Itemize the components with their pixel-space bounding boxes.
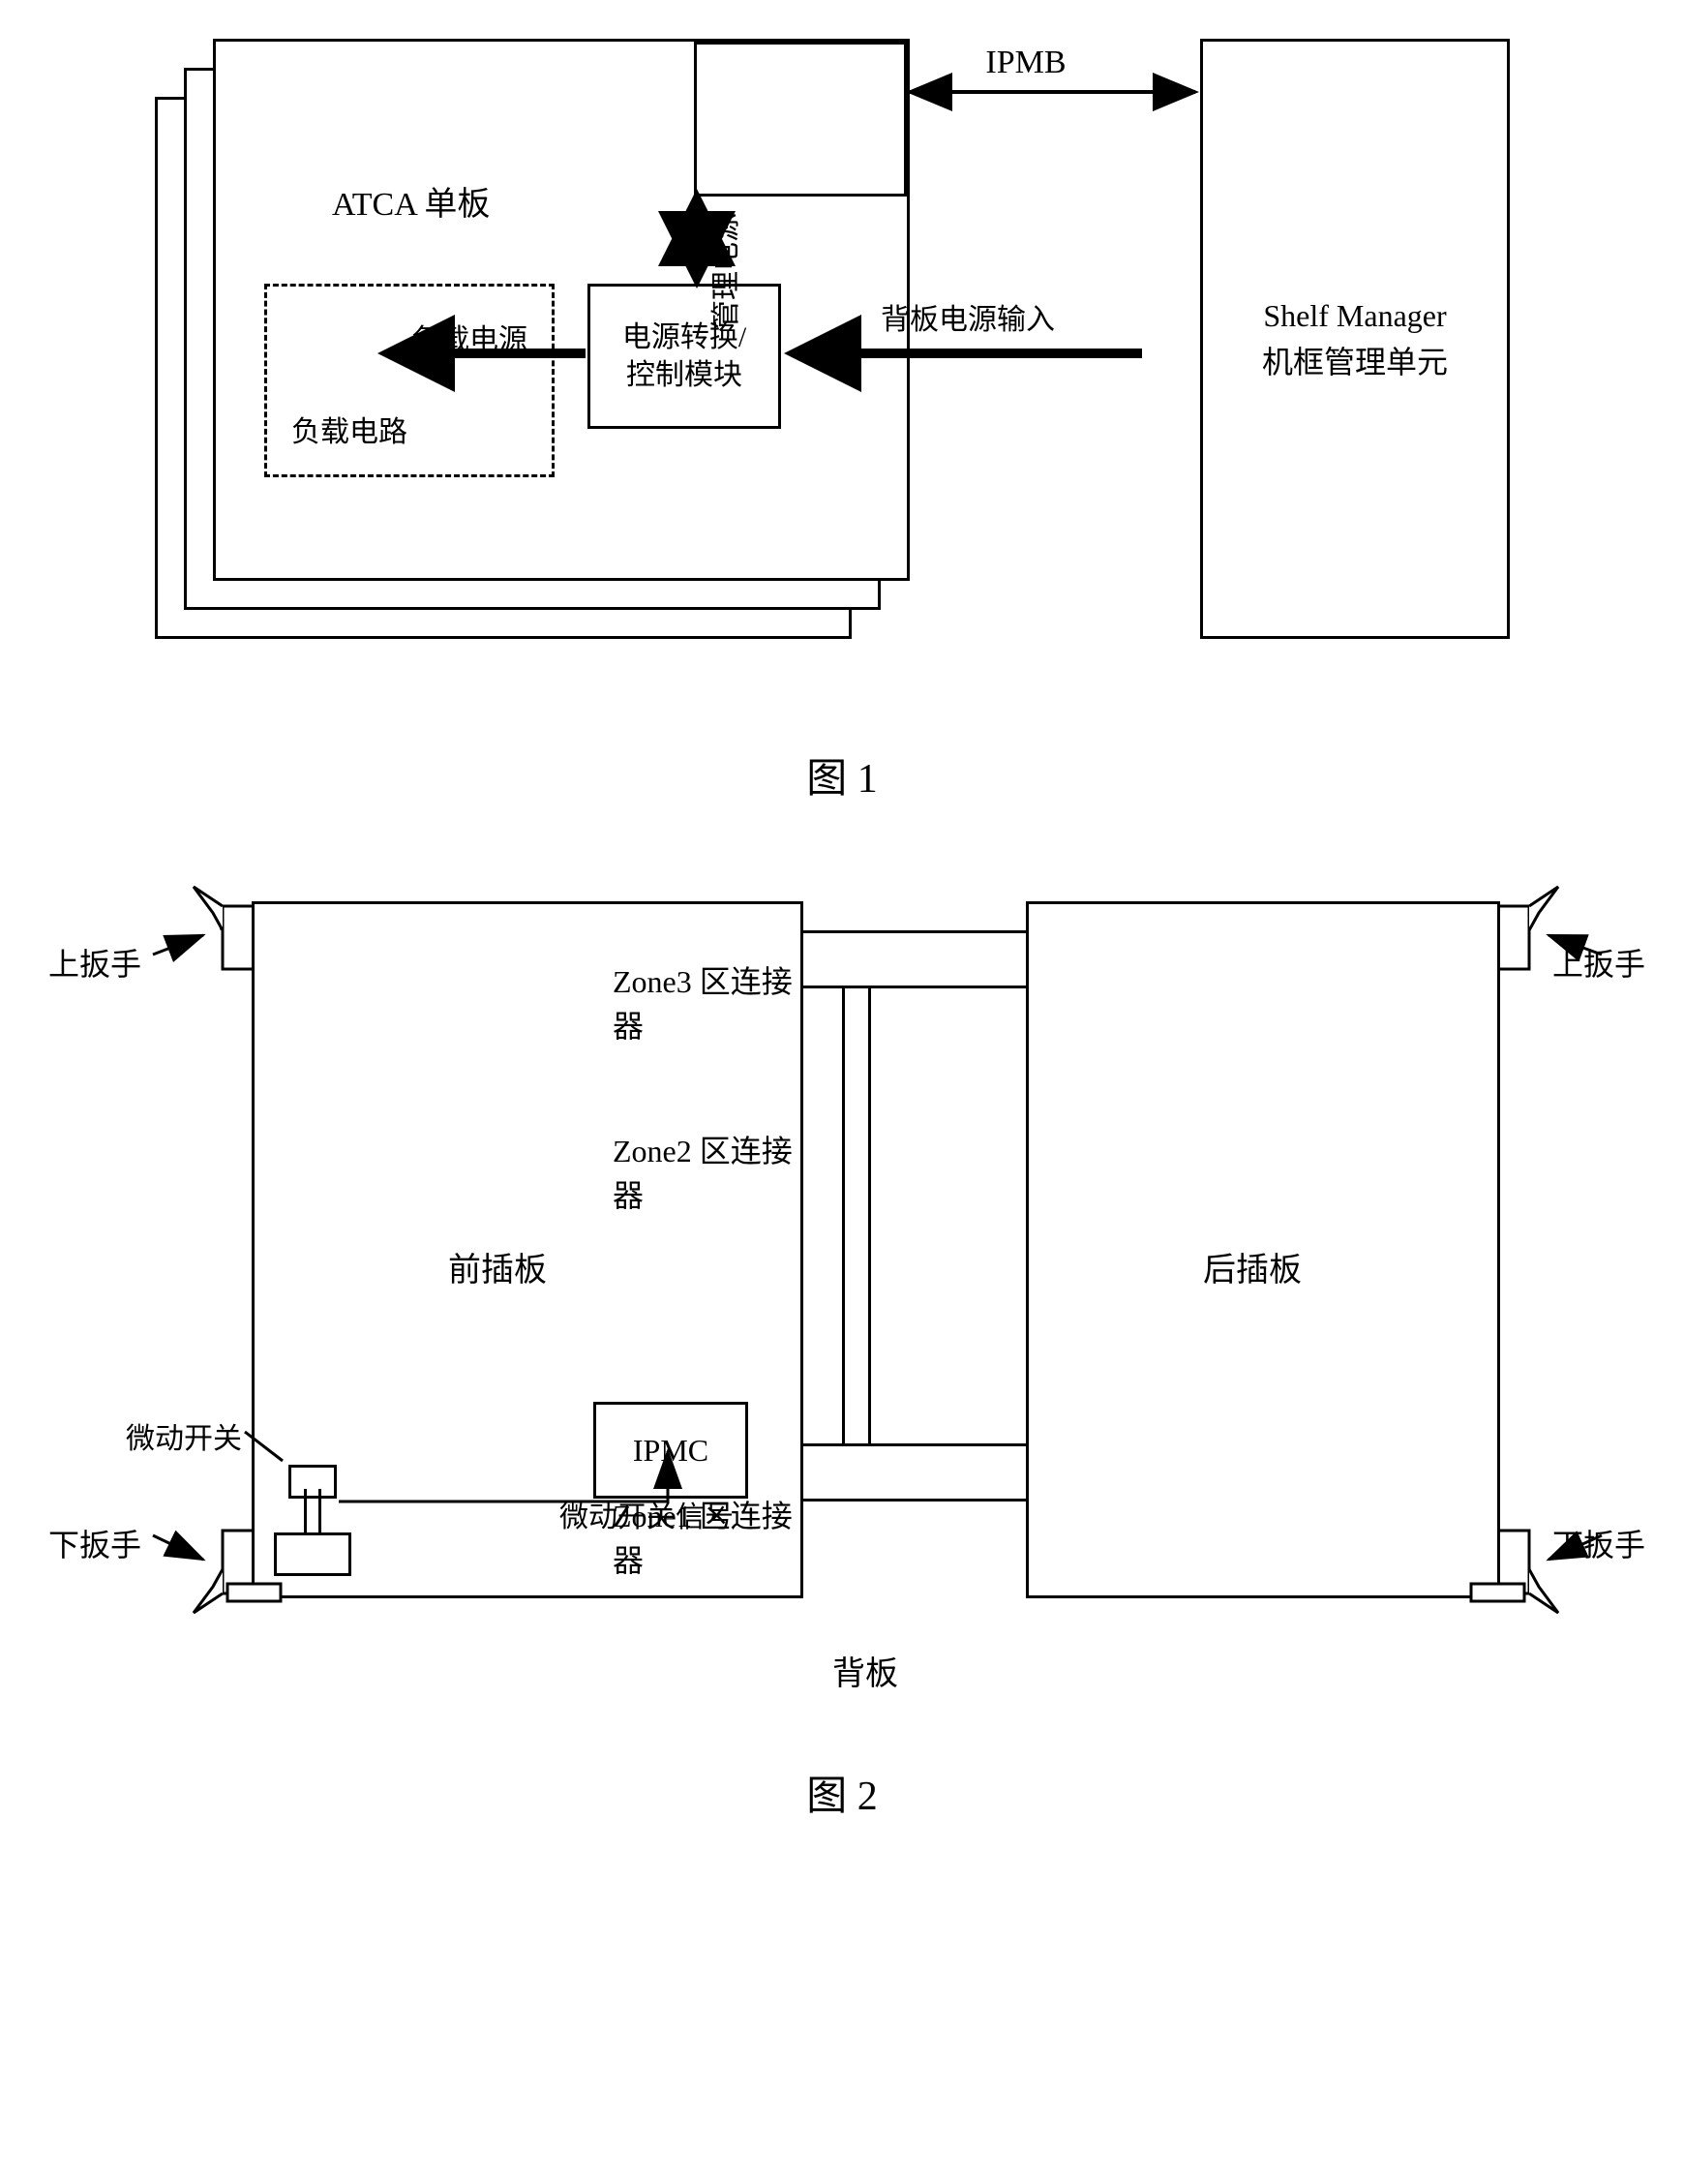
fig1-caption: 图 1 bbox=[39, 745, 1645, 804]
figure-1: ATCA 单板 电源转换/ 控制模块 负载电源 负载电路 Shelf Manag… bbox=[39, 39, 1645, 804]
shelf-manager-box: Shelf Manager 机框管理单元 bbox=[1200, 39, 1510, 639]
front-board: Zone3 区连接器 Zone2 区连接器 Zone1 区连接器 前插板 IPM… bbox=[252, 901, 803, 1598]
micro-switch-base bbox=[274, 1532, 351, 1576]
zone2-label: Zone2 区连接器 bbox=[613, 1127, 800, 1216]
ipmc-top-box bbox=[694, 42, 907, 197]
upper-handle-left-arrow bbox=[153, 935, 203, 955]
lower-handle-right-label: 下扳手 bbox=[1552, 1521, 1645, 1565]
lower-handle-left-label: 下扳手 bbox=[48, 1521, 141, 1565]
backplane-connector-top bbox=[803, 930, 1026, 988]
load-power-label: 负载电源 bbox=[411, 316, 527, 358]
load-circuit-label: 负载电路 bbox=[291, 408, 407, 450]
upper-handle-left-label: 上扳手 bbox=[48, 940, 141, 985]
micro-switch-label: 微动开关 bbox=[126, 1414, 242, 1457]
load-circuit-box: 负载电源 负载电路 bbox=[264, 284, 555, 477]
ipmc-box: IPMC bbox=[593, 1402, 748, 1499]
figure-2: Zone3 区连接器 Zone2 区连接器 Zone1 区连接器 前插板 IPM… bbox=[39, 863, 1645, 1822]
power-convert-module: 电源转换/ 控制模块 bbox=[587, 284, 781, 429]
atca-board-label: ATCA 单板 bbox=[332, 177, 490, 225]
zone3-label: Zone3 区连接器 bbox=[613, 957, 800, 1046]
fig2-caption: 图 2 bbox=[39, 1763, 1645, 1822]
upper-handle-right-icon bbox=[1500, 887, 1558, 969]
backplane-vertical bbox=[842, 988, 871, 1443]
backplane-connector-bot bbox=[803, 1443, 1026, 1502]
front-board-label: 前插板 bbox=[448, 1243, 547, 1290]
atca-card-front: ATCA 单板 电源转换/ 控制模块 负载电源 负载电路 bbox=[213, 39, 910, 581]
backplane-label: 背板 bbox=[832, 1647, 898, 1694]
shelf-manager-label: Shelf Manager 机框管理单元 bbox=[1262, 292, 1448, 385]
fig2-canvas: Zone3 区连接器 Zone2 区连接器 Zone1 区连接器 前插板 IPM… bbox=[68, 863, 1616, 1734]
back-board: 后插板 bbox=[1026, 901, 1500, 1598]
back-board-label: 后插板 bbox=[1203, 1243, 1302, 1290]
micro-switch-stem bbox=[304, 1489, 321, 1532]
ipmb-label: IPMB bbox=[985, 45, 1066, 80]
lower-handle-left-arrow bbox=[153, 1535, 203, 1560]
ipmc-label: IPMC bbox=[633, 1433, 708, 1469]
micro-switch-signal-label: 微动开关信号 bbox=[559, 1493, 734, 1535]
fig1-canvas: ATCA 单板 电源转换/ 控制模块 负载电源 负载电路 Shelf Manag… bbox=[116, 39, 1568, 716]
upper-handle-right-label: 上扳手 bbox=[1552, 940, 1645, 985]
power-module-label: 电源转换/ 控制模块 bbox=[622, 318, 746, 394]
upper-handle-left-icon bbox=[194, 887, 252, 969]
